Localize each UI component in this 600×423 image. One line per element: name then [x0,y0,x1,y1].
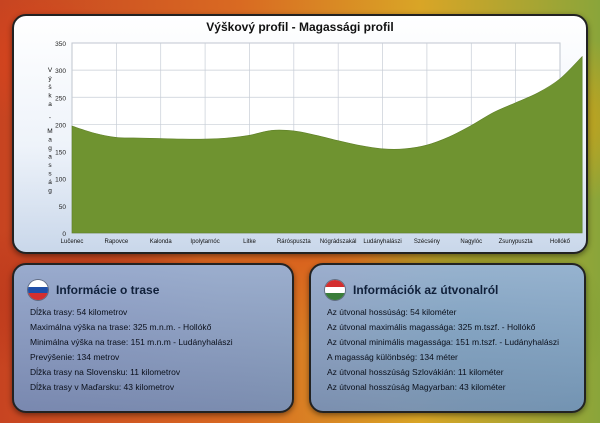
x-tick-label: Kalonda [150,239,173,245]
flag-stripe [325,293,345,300]
route-info-line: A magasság különbség: 134 méter [327,352,458,362]
x-tick-label: Nógrádszakál [320,239,357,245]
x-tick-label: Ipolytarnóc [190,239,219,245]
y-axis-label-letter: s [48,162,52,169]
y-axis-label-letter: V [48,67,53,74]
y-axis-label-letter: g [48,188,52,195]
elevation-area [71,55,583,234]
route-info-line: Dĺžka trasy v Maďarsku: 43 kilometrov [30,382,175,392]
y-axis-label-letter: k [48,93,52,100]
y-tick-label: 200 [55,122,66,129]
y-tick-label: 50 [59,204,67,211]
flag-stripe [325,280,345,287]
x-tick-label: Hollókő [550,239,571,245]
hungarian-flag-icon [325,280,345,300]
route-info-line: Az útvonal maximális magassága: 325 m.ts… [327,322,536,332]
route-info-line: Az útvonal hossúság: 54 kilométer [327,307,457,317]
y-tick-label: 250 [55,95,66,102]
y-axis-label-letter: - [49,115,51,122]
route-info-line: Prevýšenie: 134 metrov [30,352,120,362]
route-info-panel-hu: Információk az útvonalról Az útvonal hos… [309,263,586,413]
flag-stripe [28,280,48,287]
x-tick-label: Ludányhalászi [363,239,401,245]
route-info-panel-sk: Informácie o trase Dĺžka trasy: 54 kilom… [12,263,294,413]
flag-stripe [28,293,48,300]
x-tick-label: Rapovce [105,239,129,245]
route-info-line: Az útvonal hosszúság Szlovákián: 11 kilo… [327,367,504,377]
y-tick-label: 0 [62,231,66,238]
elevation-chart-panel: Výškový profil - Magassági profil 0 50 100… [12,14,588,254]
route-info-line: Maximálna výška na trase: 325 m.n.m. - H… [30,322,212,332]
y-tick-label: 350 [55,41,66,48]
y-axis-label-letter: M [47,128,52,135]
y-axis-label-letter: a [48,154,52,161]
elevation-chart: 0 50 100 150 200 250 300 350 Lučenec Rapovce Kalon… [47,41,583,245]
y-axis-label-letter: s [48,171,52,178]
y-axis-label-letter: ý [48,76,52,83]
y-axis-label-letter: g [48,145,52,152]
flag-stripe [325,286,345,294]
y-axis-label-letter: á [48,179,52,186]
x-tick-label: Litke [243,239,256,245]
route-info-header-hu: Információk az útvonalról [325,279,498,301]
x-tick-label: Zsunypuszta [499,239,534,245]
route-info-title-hu: Információk az útvonalról [353,283,499,297]
y-tick-label: 150 [55,150,66,157]
y-axis-label-letter: š [48,84,52,91]
route-info-line: Dĺžka trasy: 54 kilometrov [30,307,128,317]
x-tick-label: Ráróspuszta [277,239,311,245]
slovak-flag-icon [28,280,48,300]
route-info-title-sk: Informácie o trase [56,283,160,297]
route-info-line: Dĺžka trasy na Slovensku: 11 kilometrov [30,367,181,377]
route-info-line: Az útvonal hosszúság Magyarban: 43 kilom… [327,382,506,392]
x-tick-label: Lučenec [61,239,84,245]
route-info-list-hu: Az útvonal hossúság: 54 kilométer Az útv… [327,305,559,395]
y-axis-label-letter: a [48,101,52,108]
x-tick-label: Nagylóc [460,239,482,245]
y-tick-label: 100 [55,177,66,184]
route-info-list-sk: Dĺžka trasy: 54 kilometrov Maximálna výš… [30,305,233,395]
route-info-line: Az útvonal minimális magassága: 151 m.ts… [327,337,559,347]
chart-title: Výškový profil - Magassági profil [206,20,394,34]
x-tick-label: Szécsény [414,239,440,245]
route-info-header-sk: Informácie o trase [28,279,159,301]
y-tick-label: 300 [55,68,66,75]
route-info-line: Minimálna výška na trase: 151 m.n.m - Lu… [30,337,233,347]
flag-stripe [28,286,48,294]
y-axis-label-letter: a [48,137,52,144]
